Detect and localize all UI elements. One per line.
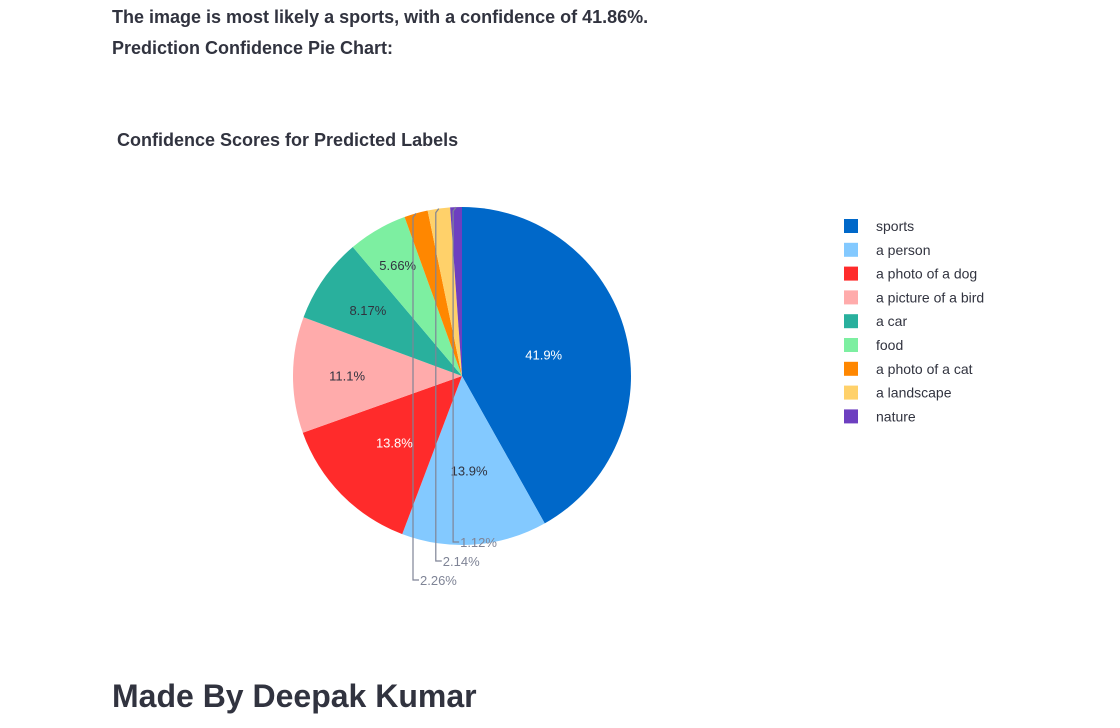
legend-swatch-food <box>844 338 858 352</box>
legend-label-nature: nature <box>876 408 916 424</box>
legend-swatch-a-landscape <box>844 385 858 400</box>
slice-label-a-person: 13.9% <box>451 463 488 478</box>
pie-slice-a-person[interactable] <box>402 376 545 545</box>
legend-label-food: food <box>876 337 903 353</box>
legend-item-nature[interactable]: nature <box>844 408 916 424</box>
legend-swatch-a-photo-of-a-dog <box>844 266 858 281</box>
legend-swatch-nature <box>844 409 858 424</box>
legend-item-a-car[interactable]: a car <box>844 313 907 329</box>
legend-label-a-car: a car <box>876 313 907 329</box>
pie-slice-a-photo-of-a-cat[interactable] <box>404 210 462 376</box>
legend-label-sports: sports <box>876 218 914 234</box>
legend-label-a-person: a person <box>876 242 930 258</box>
slice-label-a-car: 8.17% <box>349 303 386 318</box>
outside-label-nature: 1.12% <box>452 206 497 550</box>
legend-item-a-photo-of-a-dog[interactable]: a photo of a dog <box>844 266 977 282</box>
slice-label-a-landscape: 2.14% <box>443 554 480 569</box>
legend-label-a-landscape: a landscape <box>876 385 952 401</box>
pie-slice-sports[interactable] <box>462 207 631 524</box>
legend-swatch-a-picture-of-a-bird <box>844 290 858 305</box>
slice-label-sports: 41.9% <box>525 348 562 363</box>
chart-heading: Prediction Confidence Pie Chart: <box>112 38 394 58</box>
prediction-result-text: The image is most likely a sports, with … <box>112 7 649 27</box>
author-credit: Made By Deepak Kumar <box>112 678 477 714</box>
legend-item-a-person[interactable]: a person <box>844 242 930 258</box>
legend-label-a-photo-of-a-cat: a photo of a cat <box>876 361 973 377</box>
slice-label-food: 5.66% <box>379 258 416 273</box>
pie-slice-a-picture-of-a-bird[interactable] <box>292 317 462 433</box>
leader-line-nature <box>452 206 460 543</box>
leader-line-a-landscape <box>435 208 442 562</box>
legend-item-sports[interactable]: sports <box>844 218 914 234</box>
slice-label-a-photo-of-a-cat: 2.26% <box>420 573 457 588</box>
legend-swatch-a-photo-of-a-cat <box>844 361 858 376</box>
legend-item-food[interactable]: food <box>844 337 903 353</box>
legend-label-a-picture-of-a-bird: a picture of a bird <box>876 289 984 305</box>
legend-label-a-photo-of-a-dog: a photo of a dog <box>876 266 977 282</box>
outside-label-a-landscape: 2.14% <box>435 208 480 569</box>
pie-slice-food[interactable] <box>352 217 462 376</box>
legend-item-a-photo-of-a-cat[interactable]: a photo of a cat <box>844 361 973 377</box>
legend-item-a-picture-of-a-bird[interactable]: a picture of a bird <box>844 289 984 305</box>
chart-legend: sports a person a photo of a dog a picture … <box>844 218 984 424</box>
pie-slice-a-car[interactable] <box>303 247 462 376</box>
legend-item-a-landscape[interactable]: a landscape <box>844 385 952 401</box>
legend-swatch-a-person <box>844 242 858 257</box>
slice-label-nature: 1.12% <box>460 535 497 550</box>
slice-label-a-picture-of-a-bird: 11.1% <box>329 368 365 383</box>
pie-slice-a-photo-of-a-dog[interactable] <box>302 376 462 535</box>
legend-swatch-sports <box>844 219 858 233</box>
slice-label-a-photo-of-a-dog: 13.8% <box>376 435 413 450</box>
pie-chart: Confidence Scores for Predicted Labels 4… <box>117 130 984 588</box>
outside-label-a-photo-of-a-cat: 2.26% <box>412 213 457 588</box>
chart-title: Confidence Scores for Predicted Labels <box>117 130 458 150</box>
legend-swatch-a-car <box>844 314 858 329</box>
pie-slice-labels: 41.9% 13.9% 13.8% 11.1% 8.17% 5.66% 1.12% 2.14%… <box>329 206 563 588</box>
leader-line-a-photo-of-a-cat <box>412 213 419 581</box>
